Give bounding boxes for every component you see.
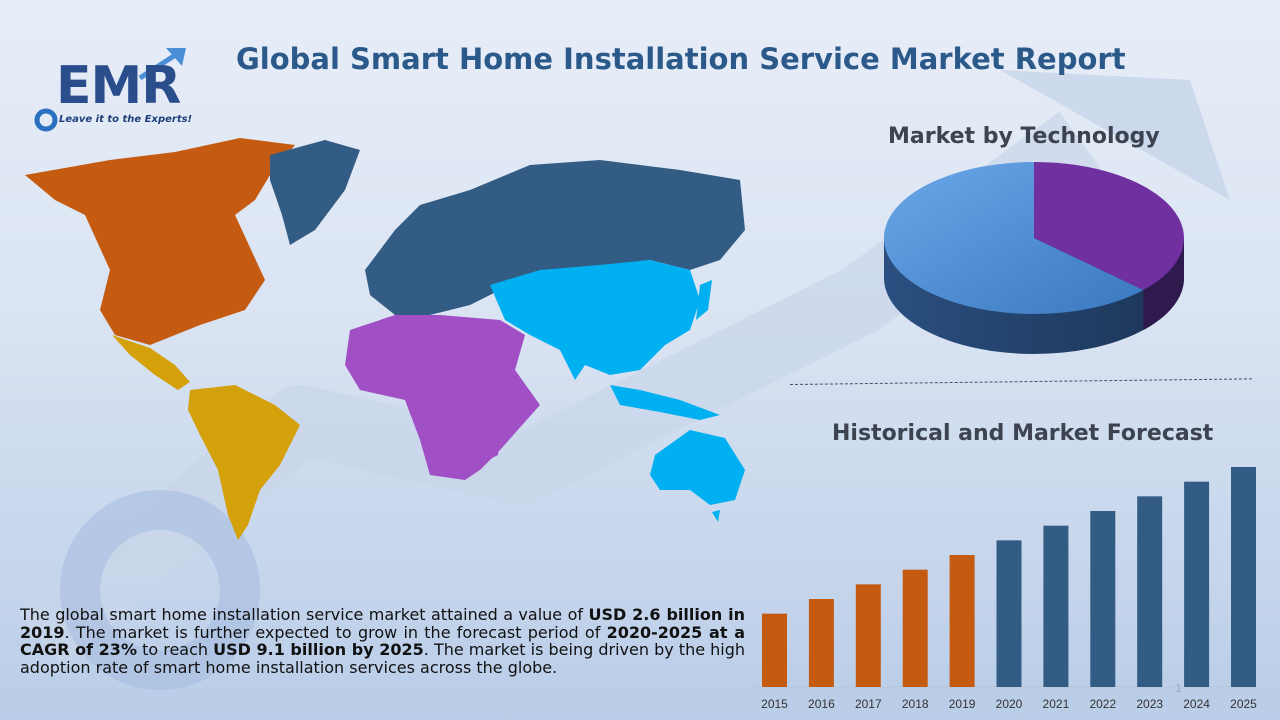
region-europe-russia [365,160,745,315]
pie-slice-blue [884,162,1144,314]
desc-bold-1: USD 2.6 billion in 2019 [20,605,746,642]
forecast-title: Historical and Market Forecast [832,421,1214,446]
technology-pie-chart [884,162,1184,354]
tick-label-2019: 2019 [949,697,976,711]
bar-2015 [762,613,787,687]
region-greenland [270,140,360,245]
desc-bold-3: USD 9.1 billion by 2025 [213,640,424,659]
tick-label-2023: 2023 [1136,697,1163,711]
desc-text-4: . The market is being driven by the high… [20,640,746,677]
region-north-america [25,138,295,345]
logo-tagline: Leave it to the Experts! [59,114,193,125]
tick-label-2024: 2024 [1183,697,1210,711]
bar-2021 [1043,525,1069,687]
forecast-bar-chart: 2015 2016 2017 2018 2019 2020 2021 2022 2023 2024… [755,467,1257,711]
bar-2020 [996,540,1022,687]
desc-text-3: to reach [136,640,214,659]
desc-bold-2: 2020-2025 at a CAGR of 23% [20,622,745,659]
pie-title: Market by Technology [888,124,1160,149]
logo-mark [34,48,186,132]
bar-2022 [1090,511,1116,687]
tick-label-2025: 2025 [1230,697,1257,711]
bar-2017 [855,584,881,687]
bar-2019 [949,555,975,687]
tick-label-2022: 2022 [1089,697,1116,711]
desc-text-2: . The market is further expected to grow… [64,622,607,642]
region-madagascar [488,430,500,460]
tick-label-2016: 2016 [808,697,835,711]
world-map [25,138,745,540]
bar-2018 [902,569,928,687]
region-australia [650,430,745,505]
bar-2024 [1184,481,1210,687]
pie-slice-purple [1034,162,1184,291]
region-asia [490,260,700,380]
region-africa-middle-east [345,315,540,480]
tick-label-2020: 2020 [996,697,1023,711]
page-title: Global Smart Home Installation Service M… [236,42,1126,76]
slide-number: 1 [1175,682,1182,695]
tick-label-2021: 2021 [1043,697,1070,711]
tick-label-2018: 2018 [902,697,929,711]
region-new-zealand [712,510,720,522]
region-south-america [188,385,300,540]
logo-text: EMR [56,56,181,116]
tick-label-2017: 2017 [855,697,882,711]
bar-2016 [808,599,834,687]
tick-label-2015: 2015 [761,697,788,711]
region-japan [696,280,712,320]
emr-logo [30,44,200,134]
region-central-america [112,335,190,390]
desc-text-1: The global smart home installation servi… [20,605,589,624]
region-southeast-asia [610,385,720,420]
bar-2023 [1137,496,1163,687]
market-description: The global smart home installation servi… [20,606,745,676]
bar-2025 [1231,467,1256,687]
